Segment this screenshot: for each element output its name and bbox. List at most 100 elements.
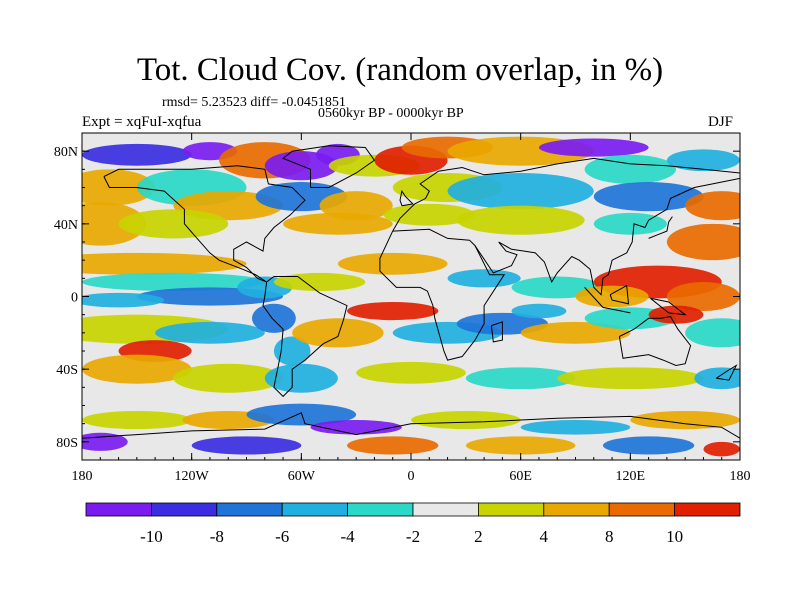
colorbar: -10 -8 -6 -4 -2 2 4 8 10: [85, 502, 741, 546]
anomaly-patch: [630, 410, 740, 430]
colorbar-swatch: [347, 502, 414, 517]
anomaly-patch: [310, 420, 402, 435]
anomaly-patch: [666, 149, 740, 172]
colorbar-label: -2: [406, 527, 420, 546]
anomaly-patch: [520, 420, 631, 435]
plot-title: Tot. Cloud Cov. (random overlap, in %): [136, 52, 664, 88]
x-tick-label: 180: [730, 469, 751, 484]
x-tick-label: 120W: [175, 469, 210, 484]
map-ticks: 180 120W 60W 0 60E 120E 180 80N 40N 0 40S 80S: [54, 133, 751, 484]
anomaly-patch: [666, 223, 740, 261]
colorbar-swatch: [477, 502, 545, 517]
anomaly-patch: [593, 182, 704, 212]
anomaly-patch: [575, 285, 649, 308]
anomaly-patch: [273, 336, 311, 366]
y-tick-label: 40N: [54, 218, 78, 233]
anomaly-patch: [557, 367, 704, 390]
coastline: [103, 165, 306, 283]
colorbar-label: -10: [140, 527, 163, 546]
colorbar-swatch: [281, 502, 349, 517]
anomaly-patch: [319, 191, 393, 221]
anomaly-patch: [283, 212, 393, 235]
colorbar-swatch: [85, 502, 152, 517]
coastline: [399, 189, 414, 207]
anomaly-patch: [251, 303, 296, 333]
experiment-label: Expt = xqFuI-xqfua: [82, 114, 202, 130]
anomaly-patch: [118, 209, 229, 239]
anomaly-patch: [155, 321, 265, 344]
anomaly-patch: [465, 436, 576, 455]
anomaly-patch: [666, 281, 740, 312]
colorbar-swatch: [412, 502, 479, 517]
y-tick-label: 0: [71, 291, 78, 306]
colorbar-label: -4: [341, 527, 356, 546]
anomaly-patch: [520, 321, 631, 344]
anomaly-patch: [191, 436, 302, 455]
coastline: [648, 216, 673, 239]
colorbar-swatch: [608, 502, 676, 517]
coastline: [282, 145, 376, 188]
anomaly-patch: [703, 441, 740, 457]
period-subtitle: 0560kyr BP - 0000kyr BP: [318, 106, 464, 121]
anomaly-patch: [273, 272, 366, 292]
coastline: [262, 276, 348, 398]
coastline: [82, 412, 740, 439]
anomaly-patch: [82, 292, 165, 308]
colorbar-swatch: [674, 502, 741, 517]
colorbar-label: 10: [666, 527, 683, 546]
y-tick-label: 40S: [56, 363, 78, 378]
anomaly-patch: [337, 252, 448, 275]
coastline: [609, 284, 630, 305]
anomaly-patch: [685, 191, 740, 221]
anomaly-patch: [447, 269, 521, 288]
anomaly-patch: [82, 410, 192, 430]
coastline: [474, 177, 740, 296]
anomaly-patch: [292, 318, 384, 348]
anomaly-patch: [584, 154, 677, 184]
coastline: [379, 228, 506, 361]
anomaly-patch: [347, 301, 439, 321]
colorbar-swatch: [543, 502, 610, 517]
y-tick-label: 80S: [56, 436, 78, 451]
colorbar-swatch: [150, 502, 218, 517]
anomaly-patch: [602, 436, 695, 455]
anomaly-patch: [347, 436, 439, 455]
anomaly-patch: [82, 202, 146, 246]
anomaly-patch: [456, 205, 585, 235]
colorbar-label: 4: [540, 527, 549, 546]
coastline: [490, 321, 503, 343]
anomaly-patch: [685, 318, 740, 348]
anomaly-patch: [173, 363, 284, 393]
anomaly-patch: [356, 361, 466, 384]
anomaly-patch: [82, 354, 192, 384]
colorbar-label: -8: [210, 527, 224, 546]
coastline: [392, 157, 740, 232]
coastline: [618, 315, 692, 367]
x-tick-label: 60W: [288, 469, 316, 484]
colorbar-label: 2: [474, 527, 483, 546]
colorbar-swatch: [216, 502, 283, 517]
anomaly-patch: [447, 172, 594, 210]
colorbar-label: -6: [275, 527, 289, 546]
stats-subtitle: rmsd= 5.23523 diff= -0.0451851: [162, 95, 346, 110]
colorbar-label: 8: [605, 527, 614, 546]
coastline: [650, 297, 687, 316]
coastline: [584, 287, 631, 314]
y-tick-label: 80N: [54, 145, 78, 160]
coastlines: [82, 145, 740, 439]
anomaly-patch: [465, 367, 576, 390]
anomaly-patch: [538, 138, 649, 157]
anomaly-patch: [264, 363, 338, 393]
anomaly-patch: [246, 403, 357, 426]
anomaly-patch: [82, 143, 192, 166]
x-tick-label: 180: [72, 469, 93, 484]
anomaly-patch: [593, 212, 667, 235]
anomaly-patch: [648, 305, 704, 324]
anomaly-patch: [383, 203, 475, 226]
season-label: DJF: [708, 114, 734, 130]
x-tick-label: 60E: [509, 469, 532, 484]
anomaly-patch: [511, 303, 567, 319]
coastline: [715, 364, 738, 381]
anomaly-patch: [411, 410, 521, 430]
